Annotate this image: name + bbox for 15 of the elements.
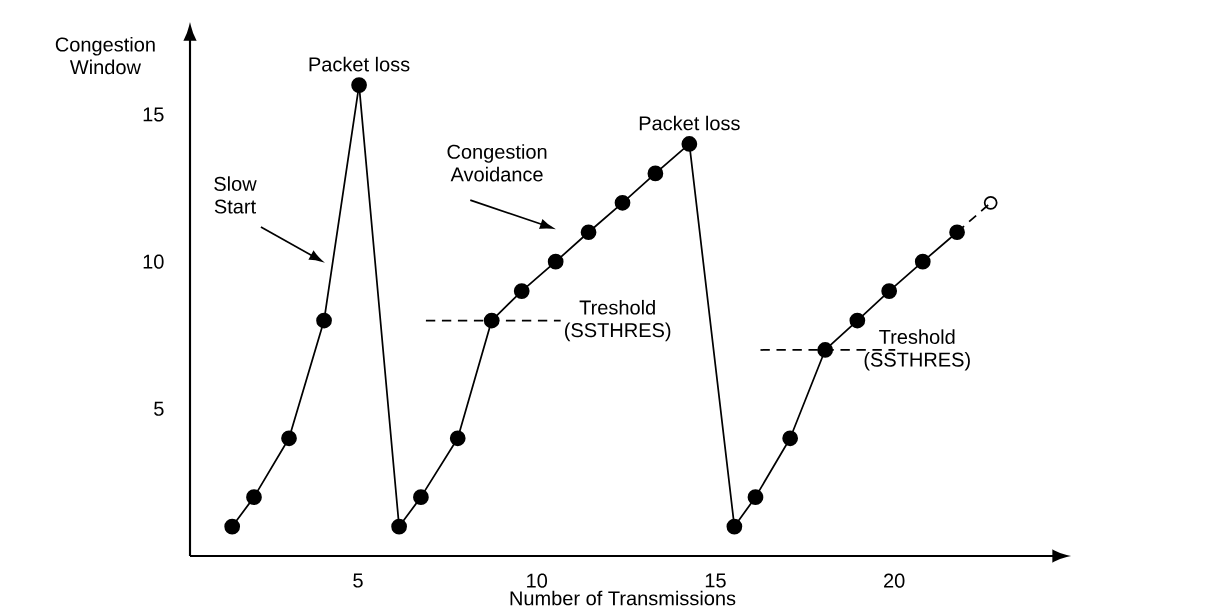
annotation: Treshold (SSTHRES) — [864, 329, 970, 371]
y-tick-label: 5 — [154, 401, 164, 416]
x-tick-label: 15 — [705, 573, 726, 588]
y-tick-label: 10 — [143, 254, 164, 269]
x-tick-label: 5 — [353, 573, 363, 588]
y-axis-title: Congestion Window — [55, 36, 155, 75]
x-tick-label: 20 — [884, 573, 905, 588]
annotation: Packet loss — [639, 115, 740, 131]
x-tick-label: 10 — [527, 573, 548, 588]
x-axis-title: Number of Transmissions — [510, 590, 736, 606]
annotation: Slow Start — [214, 176, 257, 214]
y-tick-label: 15 — [143, 107, 164, 122]
annotation: Packet loss — [309, 56, 410, 72]
annotation: Congestion Avoidance — [447, 144, 547, 182]
annotation: Treshold (SSTHRES) — [565, 299, 671, 342]
